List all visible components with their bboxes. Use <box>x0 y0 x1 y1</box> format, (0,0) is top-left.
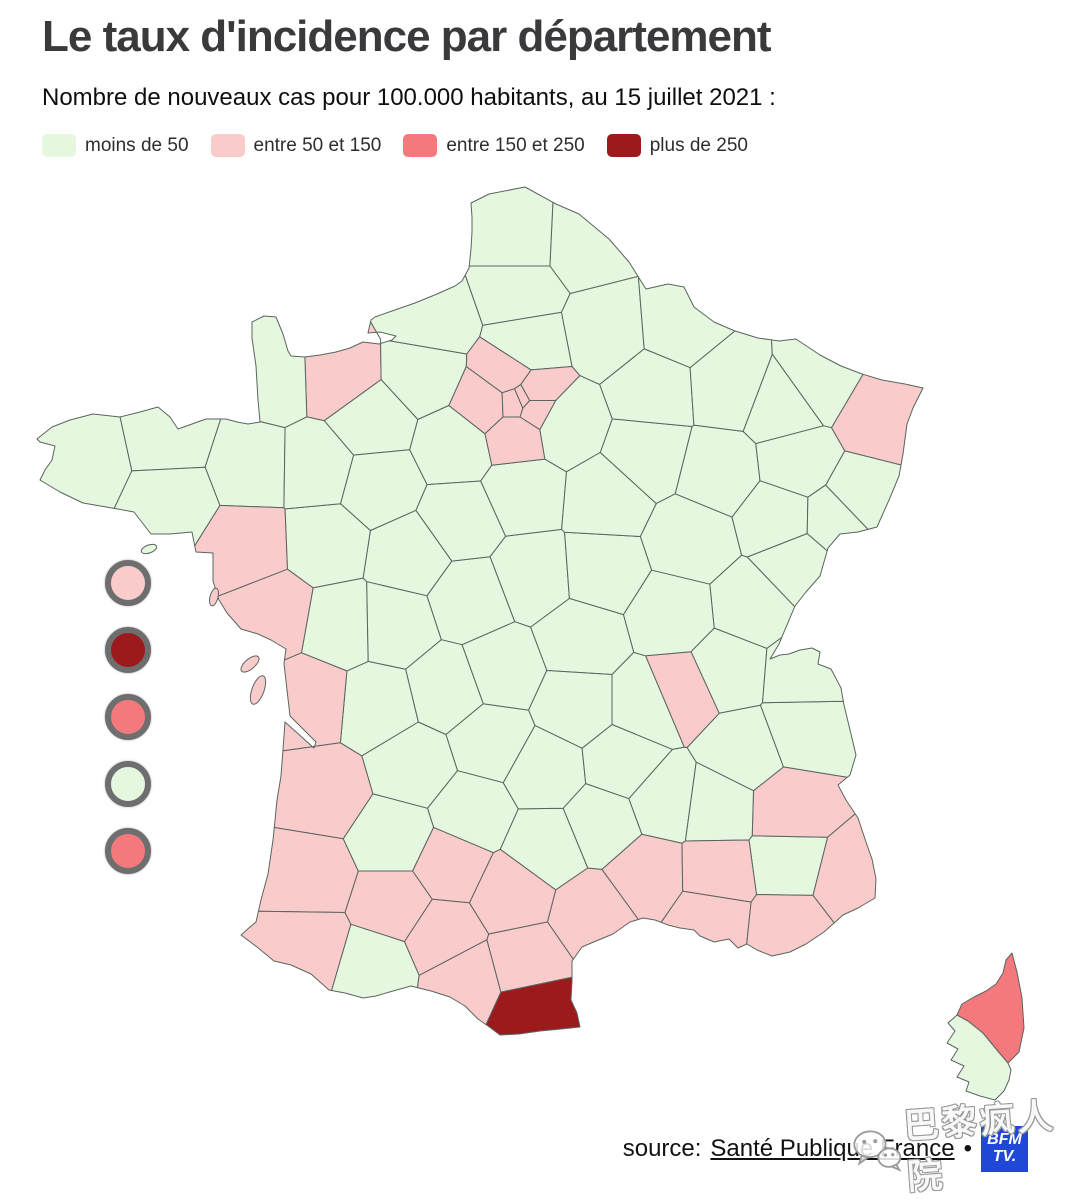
department-29[interactable]: Finistère <box>36 413 133 509</box>
bfmtv-logo: BFM TV. <box>981 1126 1028 1172</box>
department-82[interactable]: Tarn-et-Garonne <box>412 826 494 904</box>
legend-label: entre 50 et 150 <box>253 134 382 156</box>
legend-label: entre 150 et 250 <box>446 134 585 156</box>
source-separator: • <box>963 1135 972 1162</box>
color-token-5[interactable] <box>105 828 151 874</box>
color-token-4[interactable] <box>105 761 151 807</box>
department-35[interactable]: Ille-et-Vilaine <box>204 418 286 509</box>
source-attribution: source: Santé Publique France • BFM TV. <box>623 1126 1028 1172</box>
department-62[interactable]: Pas-de-Calais <box>468 186 554 267</box>
color-token-2[interactable] <box>105 627 151 673</box>
department-59[interactable]: Nord <box>549 201 639 294</box>
department-92[interactable]: Hauts-de-Seine <box>501 388 524 418</box>
legend-item-150-250: entre 150 et 250 <box>403 134 585 157</box>
color-token-1[interactable] <box>105 560 151 606</box>
legend-swatch-salmon <box>403 134 438 157</box>
subtitle: Nombre de nouveaux cas pour 100.000 habi… <box>42 84 776 111</box>
department-71[interactable]: Saône-et-Loire <box>623 569 715 657</box>
department-85[interactable]: Vendée <box>217 568 314 661</box>
department-94[interactable]: Val-de-Marne <box>519 400 557 431</box>
island-1 <box>249 675 267 705</box>
france-choropleth-map[interactable]: AinAisneAllierAlpes-de-Haute-ProvenceHau… <box>0 0 1080 1177</box>
legend-item-plus-250: plus de 250 <box>606 134 748 157</box>
department-95[interactable]: Val-d'Oise <box>465 336 532 394</box>
legend: moins de 50 entre 50 et 150 entre 150 et… <box>42 134 748 157</box>
island-4 <box>140 543 158 555</box>
department-43[interactable]: Haute-Loire <box>581 724 673 800</box>
department-87[interactable]: Haute-Vienne <box>405 639 484 735</box>
department-57[interactable]: Moselle <box>771 338 864 429</box>
department-80[interactable]: Somme <box>464 265 571 326</box>
department-56[interactable]: Morbihan <box>113 466 221 547</box>
legend-item-50-150: entre 50 et 150 <box>210 134 382 157</box>
bfmtv-logo-line1: BFM <box>987 1131 1022 1149</box>
department-2B[interactable]: Haute-Corse <box>956 952 1025 1064</box>
legend-item-moins-de-50: moins de 50 <box>42 134 189 157</box>
department-50[interactable]: Manche <box>251 315 308 429</box>
department-40[interactable]: Landes <box>257 827 359 913</box>
department-06[interactable]: Alpes-Maritimes <box>812 813 877 924</box>
department-48[interactable]: Lozère <box>562 783 643 870</box>
color-token-3[interactable] <box>105 694 151 740</box>
legend-label: moins de 50 <box>85 134 189 156</box>
legend-swatch-darkred <box>606 134 641 157</box>
bfmtv-logo-line2: TV. <box>992 1148 1017 1165</box>
department-61[interactable]: Orne <box>323 379 419 456</box>
source-prefix: source: <box>622 1135 702 1162</box>
department-64[interactable]: Pyrénées-Atlantiques <box>240 910 352 991</box>
legend-swatch-green <box>42 134 76 157</box>
department-74[interactable]: Haute-Savoie <box>762 637 844 704</box>
island-3 <box>208 587 220 607</box>
page-title: Le taux d'incidence par département <box>42 12 772 61</box>
department-22[interactable]: Côtes-d'Armor <box>119 406 222 472</box>
department-63[interactable]: Puy-de-Dôme <box>528 670 613 749</box>
department-89[interactable]: Yonne <box>561 452 657 537</box>
source-link[interactable]: Santé Publique France <box>710 1135 955 1162</box>
legend-swatch-pink <box>210 134 245 157</box>
island-2 <box>240 655 260 673</box>
department-65[interactable]: Hautes-Pyrénées <box>331 923 420 999</box>
department-72[interactable]: Sarthe <box>340 449 428 531</box>
department-86[interactable]: Vienne <box>366 581 442 670</box>
department-73[interactable]: Savoie <box>760 700 857 778</box>
department-83[interactable]: Var <box>746 894 835 957</box>
department-90[interactable]: Territoire de Belfort <box>806 484 869 552</box>
department-66[interactable]: Pyrénées-Orientales <box>485 976 581 1036</box>
legend-label: plus de 250 <box>649 134 748 156</box>
department-84[interactable]: Vaucluse <box>681 839 757 903</box>
